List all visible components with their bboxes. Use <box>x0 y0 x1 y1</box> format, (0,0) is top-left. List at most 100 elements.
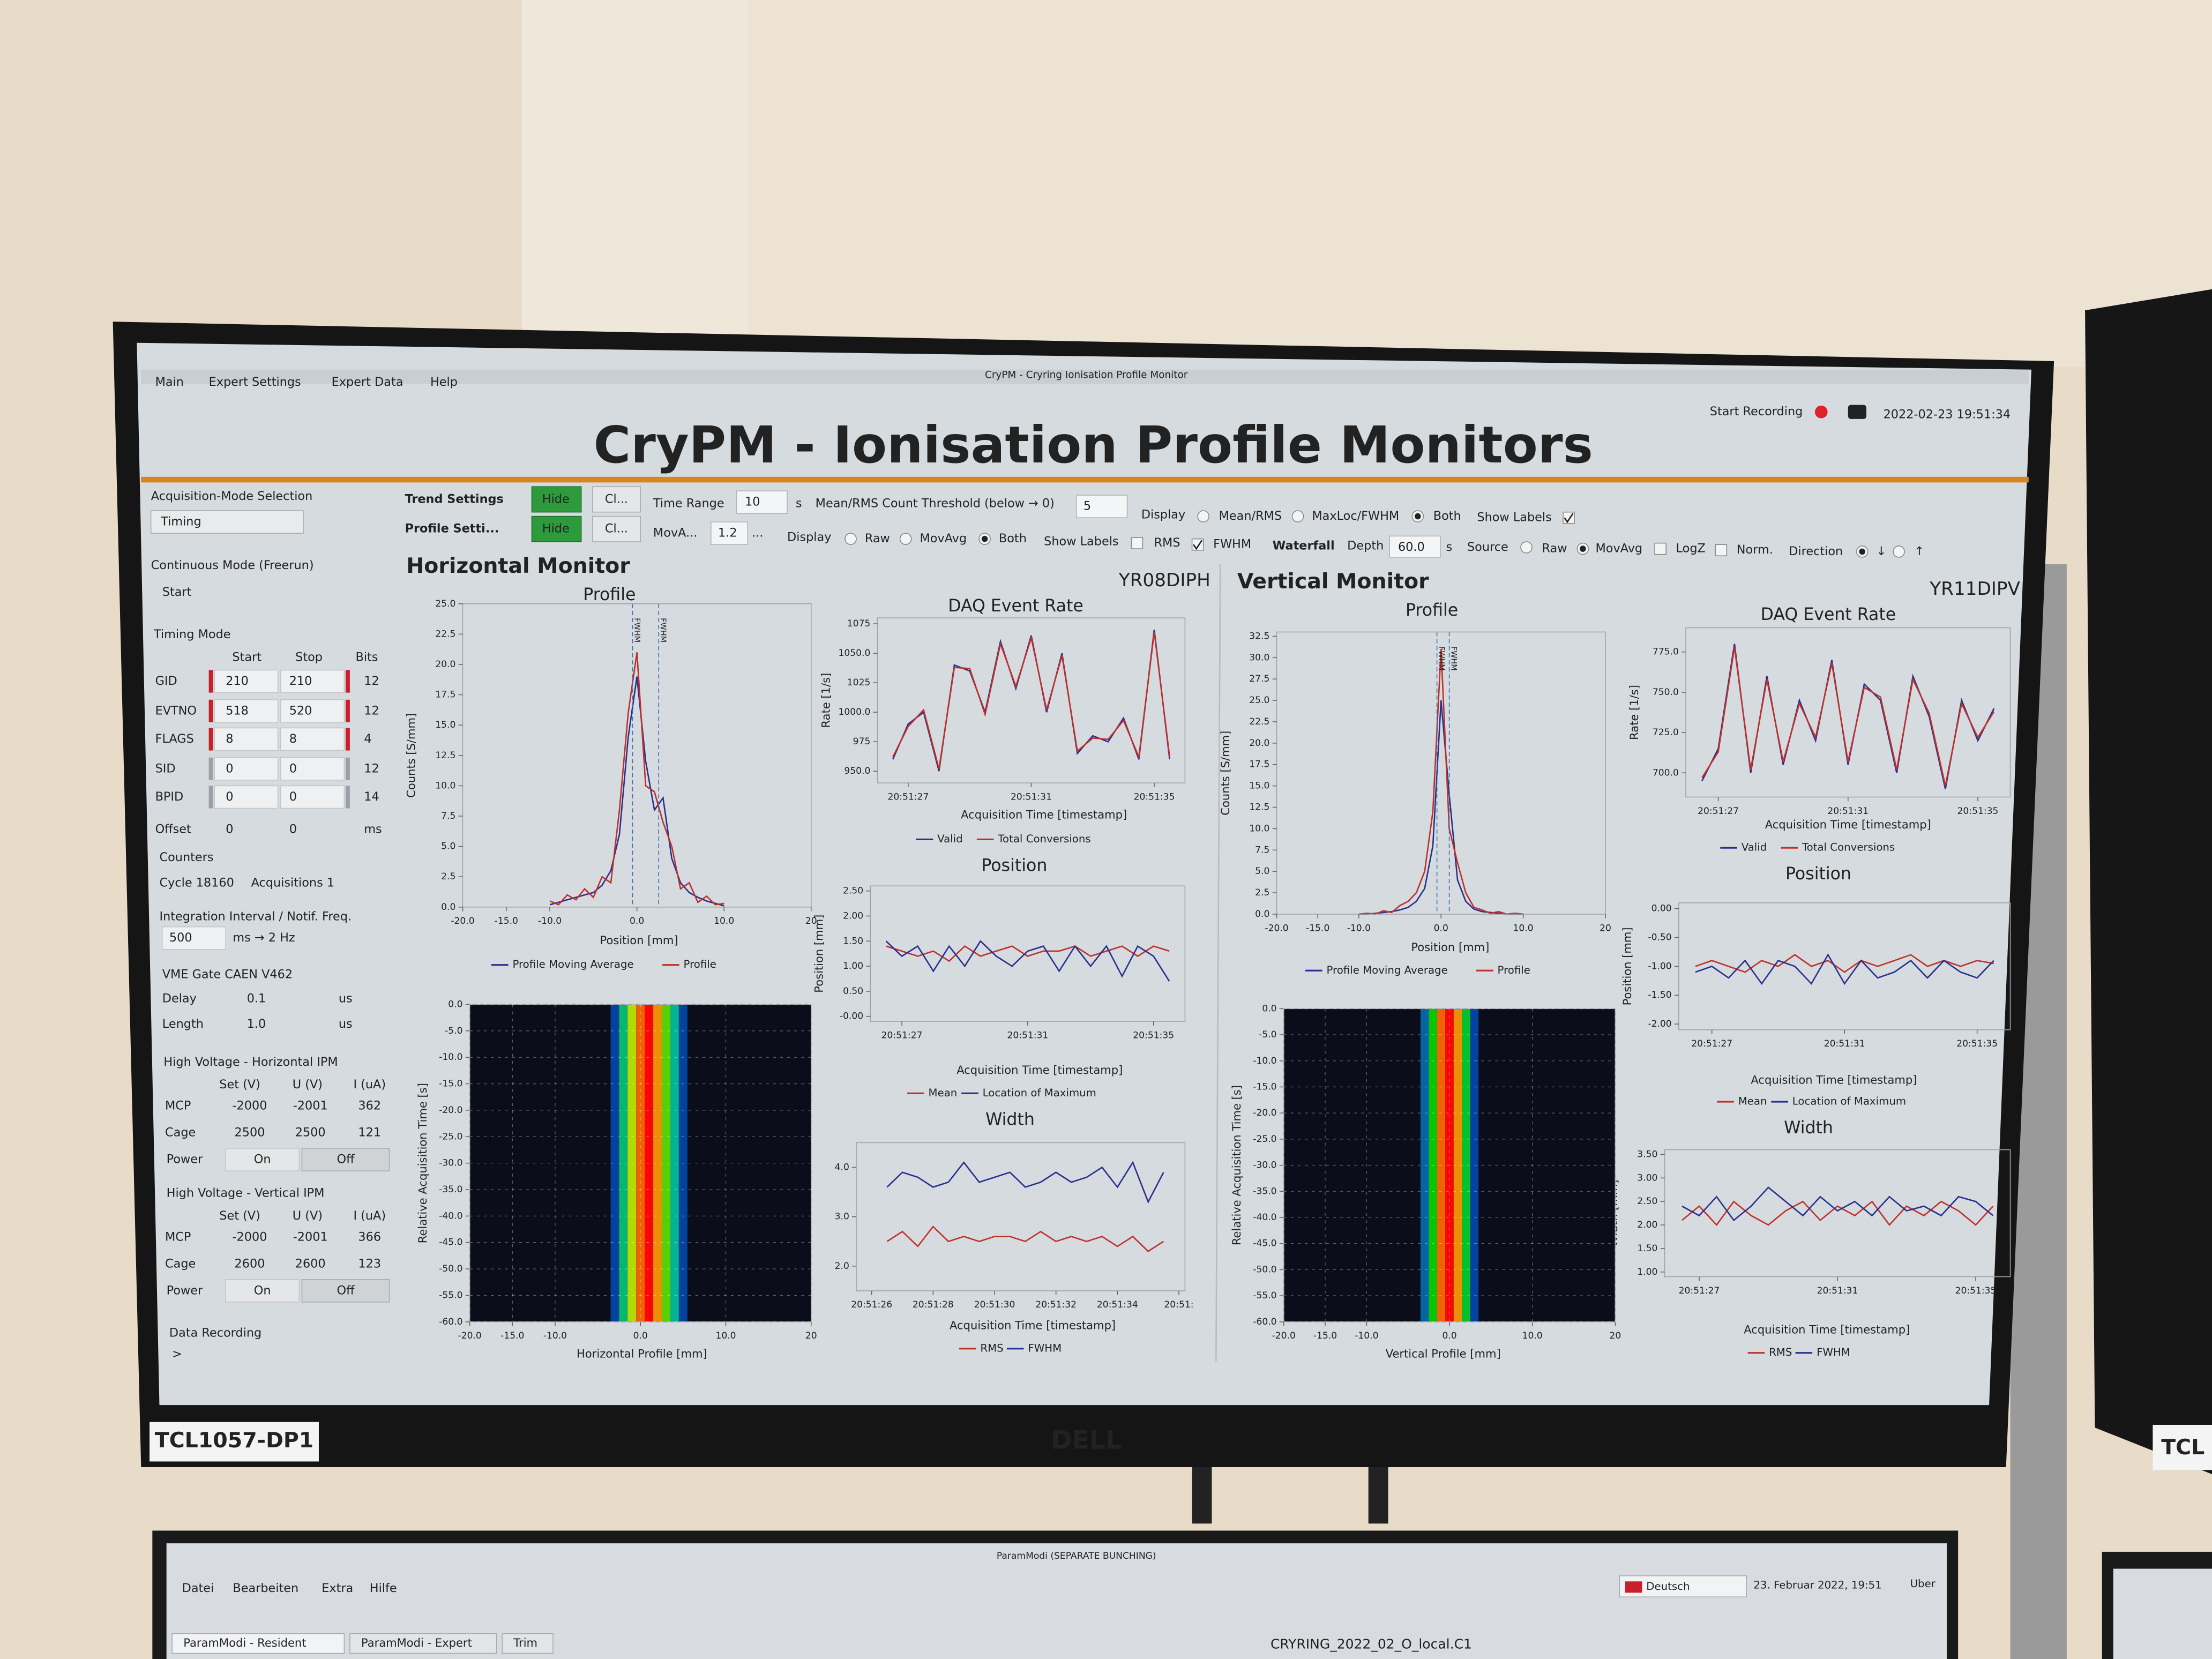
menu-item[interactable]: Datei <box>182 1581 214 1595</box>
label[interactable]: 0 <box>289 761 297 775</box>
label[interactable]: MaxLoc/FWHM <box>1312 509 1399 523</box>
label[interactable]: 10 <box>745 495 760 509</box>
label[interactable]: Trim <box>513 1636 537 1649</box>
label[interactable]: 0 <box>289 790 297 804</box>
label[interactable]: Deutsch <box>1646 1580 1690 1593</box>
label[interactable]: Raw <box>1542 542 1567 556</box>
label[interactable]: 0 <box>226 761 233 775</box>
input[interactable] <box>280 727 345 751</box>
menu-item[interactable]: Expert Data <box>332 375 403 389</box>
input[interactable] <box>280 699 345 723</box>
label[interactable]: > <box>172 1347 182 1361</box>
input[interactable] <box>736 490 788 514</box>
input[interactable] <box>280 785 345 809</box>
menu-item[interactable]: Bearbeiten <box>233 1581 298 1595</box>
toggle-off[interactable] <box>301 1279 390 1303</box>
toggle-on[interactable] <box>225 1148 300 1171</box>
input[interactable] <box>1389 535 1441 558</box>
label[interactable]: -2000 <box>232 1099 267 1113</box>
label[interactable]: RMS <box>1154 536 1180 550</box>
input[interactable] <box>280 669 345 693</box>
label[interactable]: 8 <box>226 732 233 746</box>
label[interactable]: 2600 <box>235 1257 265 1271</box>
label[interactable]: On <box>254 1153 271 1167</box>
checkbox[interactable] <box>1715 544 1728 557</box>
input[interactable] <box>214 699 279 723</box>
radio-button[interactable] <box>1893 545 1905 558</box>
label[interactable]: 210 <box>226 674 249 688</box>
clear-button[interactable] <box>592 486 641 513</box>
radio-button[interactable] <box>845 533 857 545</box>
input[interactable] <box>280 757 345 781</box>
camera-icon[interactable] <box>1848 405 1866 419</box>
label[interactable]: Uber <box>1910 1578 1936 1590</box>
label[interactable]: 8 <box>289 732 297 746</box>
menu-item[interactable]: Hilfe <box>370 1581 397 1595</box>
label[interactable]: ParamModi - Resident <box>183 1636 306 1649</box>
input[interactable] <box>161 926 227 950</box>
label[interactable]: ↑ <box>1915 544 1925 558</box>
label[interactable]: MovAvg <box>1596 542 1643 556</box>
hide-button[interactable] <box>531 486 582 513</box>
tab[interactable] <box>171 1633 345 1654</box>
label[interactable]: Hide <box>542 522 570 536</box>
checkbox[interactable] <box>1131 537 1144 549</box>
label[interactable]: Mean/RMS <box>1219 509 1282 523</box>
menu-item[interactable]: Help <box>430 375 458 389</box>
label: 362 <box>358 1099 381 1113</box>
input[interactable] <box>214 757 279 781</box>
checkbox[interactable] <box>1654 542 1667 555</box>
toggle-off[interactable] <box>301 1148 390 1171</box>
waterfall-column <box>645 1004 654 1322</box>
input[interactable] <box>711 521 749 545</box>
hide-button[interactable] <box>531 515 582 542</box>
label[interactable]: Off <box>337 1283 355 1297</box>
label[interactable]: 0 <box>226 823 233 836</box>
toggle-on[interactable] <box>225 1279 300 1303</box>
label[interactable]: Hide <box>542 492 570 506</box>
label[interactable]: Raw <box>865 532 890 545</box>
input[interactable] <box>214 727 279 751</box>
label[interactable]: Both <box>999 532 1027 545</box>
clear-button[interactable] <box>592 515 641 542</box>
radio-button[interactable] <box>1520 541 1533 554</box>
menu-item[interactable]: Main <box>155 375 184 389</box>
label[interactable]: On <box>254 1283 271 1297</box>
label[interactable]: Cl... <box>605 492 628 506</box>
label[interactable]: MovAvg <box>920 532 967 545</box>
label[interactable]: -2000 <box>232 1230 267 1244</box>
label[interactable]: 1.2 <box>718 526 737 540</box>
label[interactable]: 210 <box>289 674 312 688</box>
input[interactable] <box>214 669 279 693</box>
label[interactable]: 0 <box>289 823 297 836</box>
label[interactable]: ↓ <box>1876 544 1886 558</box>
radio-button[interactable] <box>1291 510 1304 522</box>
label[interactable]: 5 <box>1083 499 1091 513</box>
menu-item[interactable]: Extra <box>322 1581 353 1595</box>
radio-button[interactable] <box>899 533 912 545</box>
tab[interactable] <box>349 1633 497 1654</box>
label[interactable]: 2500 <box>235 1126 265 1140</box>
label[interactable]: Cl... <box>605 522 628 536</box>
tab[interactable] <box>502 1633 554 1654</box>
record-button[interactable]: Start Recording <box>1710 405 1803 419</box>
label[interactable]: Off <box>337 1153 355 1167</box>
label[interactable]: 518 <box>226 704 249 718</box>
label[interactable]: LogZ <box>1676 542 1706 556</box>
y-tick-label: 2.50 <box>1637 1196 1657 1207</box>
x-axis-label: Acquisition Time [timestamp] <box>956 1063 1123 1077</box>
label[interactable]: 60.0 <box>1398 540 1425 554</box>
label[interactable]: 0 <box>226 790 233 804</box>
input[interactable] <box>1075 495 1128 518</box>
label[interactable]: ParamModi - Expert <box>361 1636 472 1649</box>
radio-button[interactable] <box>1197 510 1209 522</box>
dropdown-value[interactable]: Timing <box>160 515 201 529</box>
label[interactable]: Norm. <box>1737 543 1773 557</box>
label[interactable]: FWHM <box>1213 537 1251 551</box>
label[interactable]: Both <box>1433 509 1461 523</box>
label[interactable]: 500 <box>169 931 192 945</box>
menu-item[interactable]: Expert Settings <box>209 375 301 389</box>
input[interactable] <box>214 785 279 809</box>
label[interactable]: 520 <box>289 704 312 718</box>
dropdown[interactable] <box>150 510 304 534</box>
